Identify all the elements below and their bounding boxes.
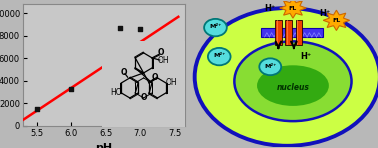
Text: H⁺: H⁺: [319, 9, 331, 18]
Text: HO: HO: [111, 89, 122, 97]
Text: O: O: [158, 48, 164, 57]
Text: M²⁺: M²⁺: [264, 63, 276, 69]
Text: FL: FL: [289, 5, 297, 11]
FancyBboxPatch shape: [285, 20, 292, 45]
X-axis label: pH: pH: [95, 143, 113, 148]
Ellipse shape: [234, 41, 352, 121]
Ellipse shape: [195, 8, 378, 146]
Text: FL: FL: [332, 18, 341, 23]
Point: [34, 108, 40, 110]
Point: [116, 27, 122, 29]
Polygon shape: [280, 0, 306, 18]
Text: M²⁺: M²⁺: [209, 24, 222, 29]
FancyBboxPatch shape: [275, 20, 282, 45]
Polygon shape: [323, 10, 350, 30]
Ellipse shape: [257, 65, 329, 106]
Circle shape: [208, 48, 231, 65]
Text: M²⁺: M²⁺: [213, 53, 225, 58]
Point: [137, 28, 143, 30]
FancyBboxPatch shape: [261, 28, 323, 37]
FancyBboxPatch shape: [296, 20, 302, 45]
Text: nucleus: nucleus: [277, 83, 309, 92]
Text: H⁺: H⁺: [301, 52, 312, 61]
Text: O: O: [140, 93, 147, 102]
Text: O: O: [152, 73, 159, 82]
Circle shape: [259, 58, 281, 75]
Point: [103, 59, 109, 62]
Point: [68, 87, 74, 90]
Text: H⁺: H⁺: [265, 4, 276, 13]
Circle shape: [204, 19, 227, 36]
Text: O: O: [120, 68, 127, 77]
Text: OH: OH: [158, 56, 169, 65]
Text: OH: OH: [166, 78, 177, 87]
